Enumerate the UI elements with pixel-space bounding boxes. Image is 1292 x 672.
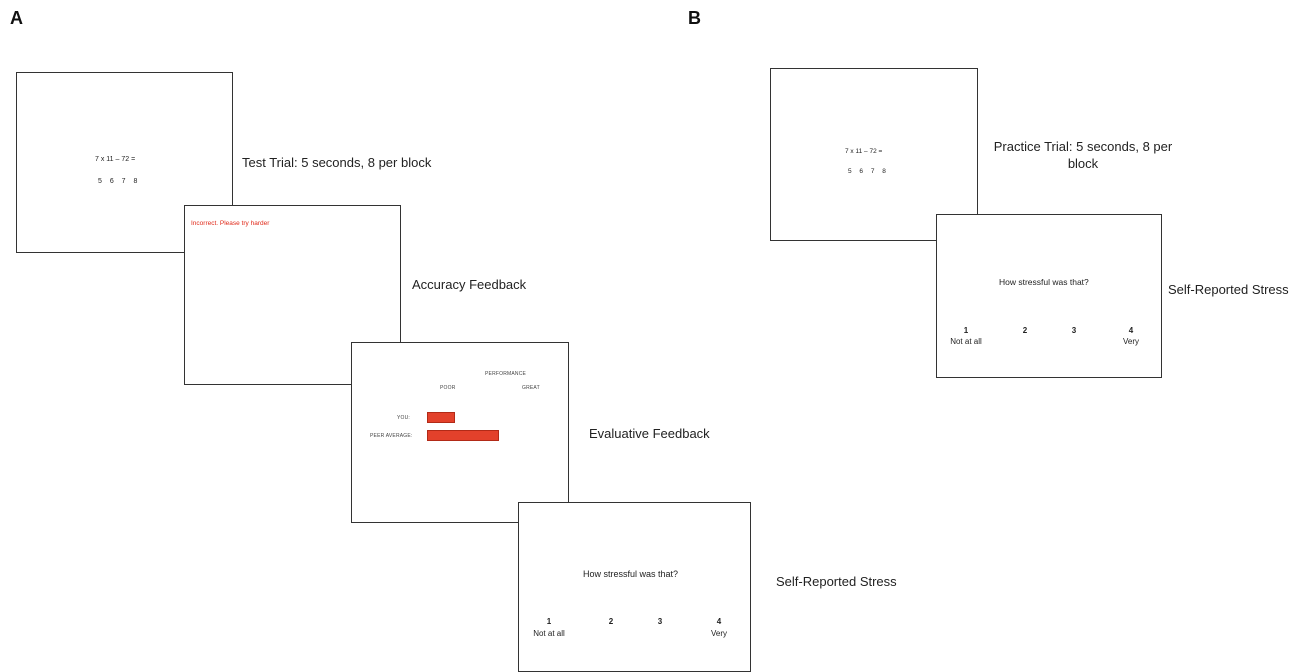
stress-scale-3[interactable]: 3: [657, 617, 663, 626]
stress-scale-1[interactable]: 1: [963, 326, 969, 335]
stress-rating-screen-a: How stressful was that? 1 2 3 4 Not at a…: [518, 502, 751, 672]
test-trial-caption: Test Trial: 5 seconds, 8 per block: [242, 155, 432, 170]
panel-label-b: B: [688, 8, 701, 28]
stress-scale-low-label: Not at all: [950, 337, 982, 346]
practice-trial-screen: 7 x 11 – 72 = 5 6 7 8: [770, 68, 978, 241]
stress-scale-4[interactable]: 4: [1128, 326, 1134, 335]
practice-trial-caption-line1: Practice Trial: 5 seconds, 8 per: [993, 139, 1173, 154]
you-label: YOU:: [397, 415, 411, 421]
practice-trial-equation: 7 x 11 – 72 =: [845, 148, 883, 155]
stress-scale-low-label: Not at all: [533, 629, 565, 638]
accuracy-feedback-caption: Accuracy Feedback: [412, 277, 527, 292]
accuracy-feedback-message: Incorrect. Please try harder: [191, 220, 270, 227]
test-trial-screen: 7 x 11 – 72 = 5 6 7 8: [16, 72, 233, 253]
stress-rating-screen-b: How stressful was that? 1 2 3 4 Not at a…: [936, 214, 1162, 378]
evaluative-feedback-screen: PERFORMANCE POOR GREAT YOU: PEER AVERAGE…: [351, 342, 569, 523]
stress-scale-high-label: Very: [710, 629, 727, 638]
peer-average-performance-bar: [427, 430, 499, 441]
peer-average-label: PEER AVERAGE:: [370, 433, 413, 439]
performance-heading: PERFORMANCE: [485, 371, 527, 377]
stress-rating-caption-a: Self-Reported Stress: [776, 574, 897, 589]
practice-trial-options: 5 6 7 8: [848, 168, 887, 175]
panel-label-a: A: [10, 8, 23, 28]
practice-trial-caption: Practice Trial: 5 seconds, 8 per block: [988, 138, 1178, 172]
poor-label: POOR: [440, 385, 456, 391]
test-trial-equation: 7 x 11 – 72 =: [95, 156, 136, 163]
stress-scale-4[interactable]: 4: [716, 617, 722, 626]
stress-scale-3[interactable]: 3: [1071, 326, 1077, 335]
test-trial-options: 5 6 7 8: [98, 178, 139, 185]
stress-scale-1[interactable]: 1: [546, 617, 552, 626]
stress-question: How stressful was that?: [999, 277, 1089, 287]
you-performance-bar: [427, 412, 455, 423]
stress-question: How stressful was that?: [583, 569, 679, 579]
evaluative-feedback-caption: Evaluative Feedback: [589, 426, 710, 441]
stress-scale-high-label: Very: [1122, 337, 1139, 346]
stress-rating-caption-b: Self-Reported Stress: [1168, 282, 1289, 297]
stress-scale-2[interactable]: 2: [608, 617, 614, 626]
practice-trial-caption-line2: block: [1067, 156, 1099, 171]
stress-scale-2[interactable]: 2: [1022, 326, 1028, 335]
great-label: GREAT: [522, 385, 540, 391]
